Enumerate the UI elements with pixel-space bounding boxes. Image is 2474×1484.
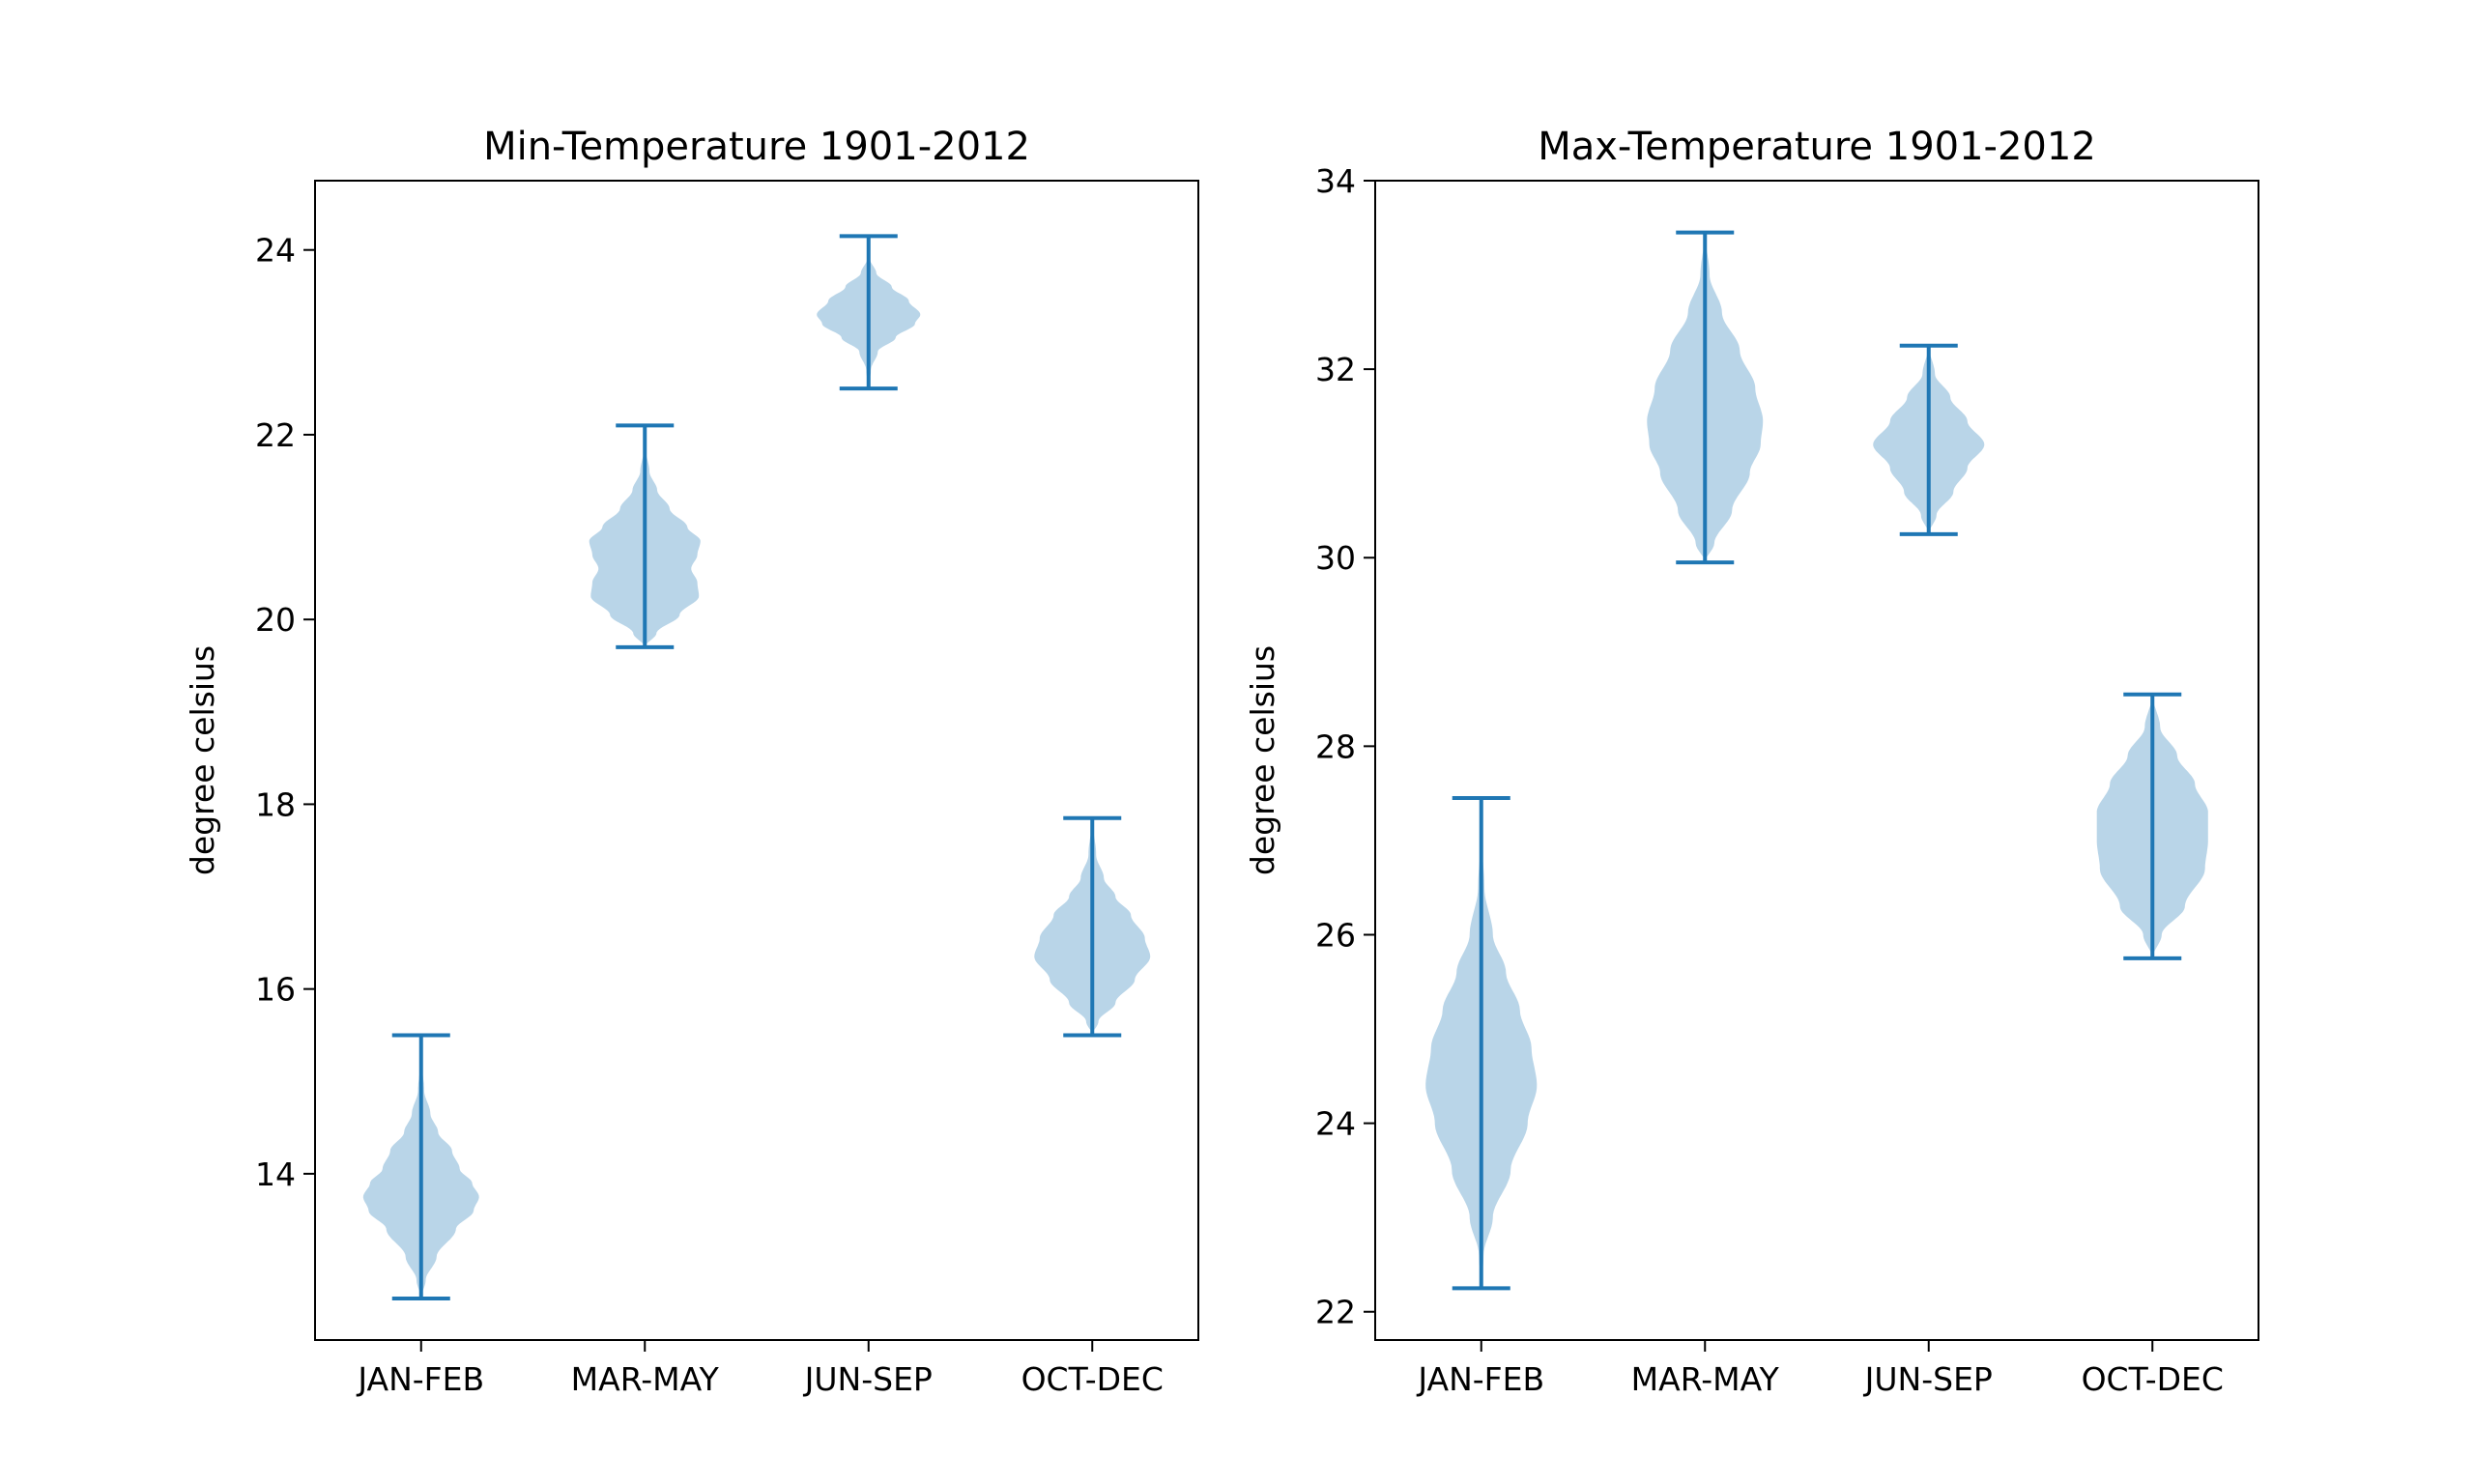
x-tick-label: JUN-SEP — [1863, 1360, 1993, 1398]
y-axis-label: degree celsius — [184, 645, 221, 875]
violin-jun-sep — [1873, 343, 1985, 536]
y-ticks: 14 16 18 20 22 24 — [255, 232, 315, 1193]
y-tick-label: 22 — [255, 416, 296, 454]
plot-frame — [314, 180, 1199, 1341]
y-tick-label: 20 — [255, 601, 296, 639]
x-tick-label: JUN-SEP — [803, 1360, 933, 1398]
violin-oct-dec — [1034, 815, 1151, 1038]
x-ticks: JAN-FEB MAR-MAY JUN-SEP OCT-DEC — [1416, 1340, 2224, 1398]
violin-mar-may — [589, 423, 701, 649]
violin-oct-dec — [2096, 692, 2208, 960]
y-tick-label: 24 — [1315, 1105, 1356, 1143]
min-temperature-chart: Min-Temperature 1901-2012 degree celsius… — [184, 125, 1199, 1398]
violin-mar-may — [1647, 230, 1764, 565]
plot-frame — [1374, 180, 2259, 1341]
y-tick-label: 30 — [1315, 539, 1356, 577]
y-tick-label: 32 — [1315, 351, 1356, 388]
y-tick-label: 14 — [255, 1156, 296, 1193]
violin-jan-feb — [362, 1033, 479, 1300]
x-tick-label: MAR-MAY — [571, 1360, 720, 1398]
chart-title: Max-Temperature 1901-2012 — [1538, 125, 2096, 169]
y-ticks: 22 24 26 28 30 32 34 — [1315, 162, 1375, 1331]
chart-title: Min-Temperature 1901-2012 — [483, 125, 1030, 169]
y-tick-label: 34 — [1315, 162, 1356, 200]
max-temperature-chart: Max-Temperature 1901-2012 degree celsius… — [1244, 125, 2259, 1398]
violins — [362, 234, 1151, 1300]
x-tick-label: OCT-DEC — [1021, 1360, 1164, 1398]
x-ticks: JAN-FEB MAR-MAY JUN-SEP OCT-DEC — [356, 1340, 1164, 1398]
y-tick-label: 18 — [255, 785, 296, 823]
violins — [1425, 230, 2208, 1291]
y-tick-label: 16 — [255, 971, 296, 1009]
violin-jan-feb — [1425, 796, 1538, 1291]
x-tick-label: OCT-DEC — [2082, 1360, 2224, 1398]
x-tick-label: JAN-FEB — [356, 1360, 484, 1398]
y-tick-label: 26 — [1315, 916, 1356, 954]
y-tick-label: 28 — [1315, 728, 1356, 765]
y-tick-label: 22 — [1315, 1294, 1356, 1331]
violin-jun-sep — [817, 234, 921, 391]
x-tick-label: MAR-MAY — [1631, 1360, 1780, 1398]
y-axis-label: degree celsius — [1244, 645, 1281, 875]
y-tick-label: 24 — [255, 232, 296, 270]
x-tick-label: JAN-FEB — [1416, 1360, 1544, 1398]
